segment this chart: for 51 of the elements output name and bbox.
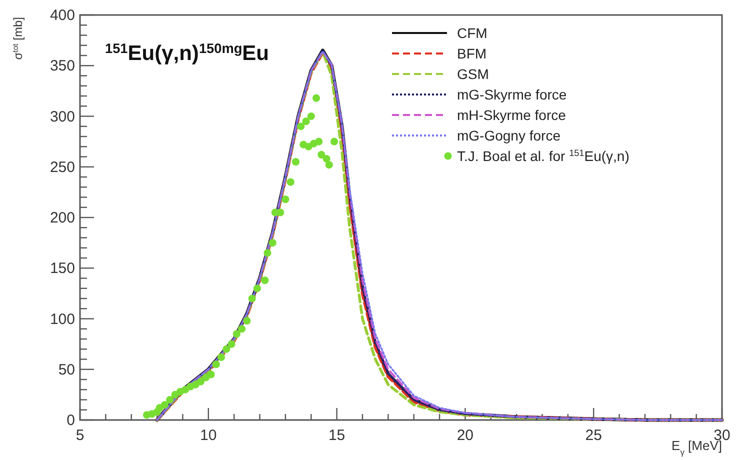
point [282,195,290,204]
point [217,353,226,362]
point [232,330,240,338]
point [307,112,315,120]
legend-label: CFM [457,25,488,41]
point [264,249,272,257]
point [261,276,269,284]
y-tick-label: 0 [66,412,75,429]
y-tick-label: 250 [50,158,75,176]
point [322,154,330,163]
text: $^{151}$Eu(γ,n)$^{150mg}$Eu [105,40,270,65]
y-tick-label: 150 [50,260,75,278]
x-tick-label: 15 [328,427,346,444]
point [160,401,169,409]
x-tick-label: 10 [200,427,217,444]
point [248,294,256,302]
point [318,150,326,159]
point [243,316,251,325]
y-tick-label: 400 [50,7,75,24]
y-tick-label: 300 [50,108,75,126]
point [228,340,236,348]
point [297,122,305,130]
y-tick-label: 200 [50,210,75,226]
point [312,94,320,102]
point [292,158,300,166]
legend-label: GSM [457,66,489,82]
legend-label: mH-Skyrme force [457,107,566,123]
x-tick-label: 5 [76,427,84,444]
y-tick-label: 100 [50,310,75,328]
point [302,118,310,126]
point [196,378,204,386]
legend-label: BFM [457,46,487,62]
legend-label: T.J. Boal et al. for $^{151}$Eu(γ,n) [457,148,630,164]
point [286,178,294,186]
point [238,325,246,333]
point [268,239,276,247]
point [166,396,174,404]
point [253,284,261,292]
x-tick-label: 25 [585,427,602,444]
y-tick-label: 350 [50,58,75,75]
point [212,360,220,368]
point [222,345,230,353]
point [276,208,284,216]
legend-label: mG-Skyrme force [457,86,567,102]
point [315,138,323,146]
legend-label: mG-Gogny force [457,128,561,144]
y-tick-label: 50 [58,361,75,378]
point [325,161,333,169]
point [207,370,215,378]
point [330,138,338,146]
x-tick-label: 20 [456,427,474,444]
